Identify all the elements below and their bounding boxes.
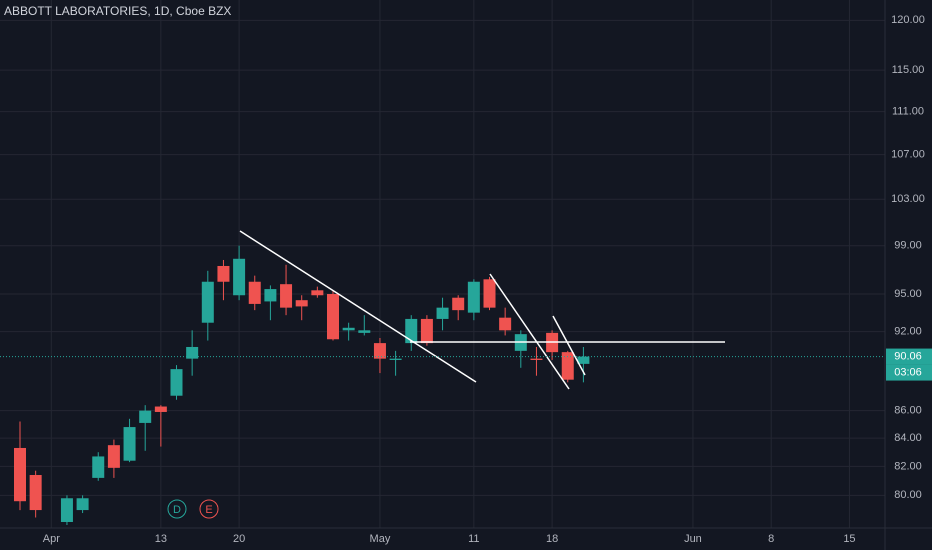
candle-body [248, 281, 261, 304]
event-marker[interactable] [199, 499, 219, 519]
candle-body [327, 294, 339, 340]
trend-line [489, 273, 570, 390]
y-tick-label: 82.00 [894, 460, 922, 472]
x-tick-label: Apr [43, 533, 60, 545]
trend-line [552, 315, 586, 376]
y-tick-label: 111.00 [892, 106, 924, 118]
candle-body [452, 297, 465, 311]
x-tick-label: 8 [768, 533, 774, 545]
candle-body [311, 290, 324, 296]
countdown-label: 03:06 [894, 366, 922, 378]
candle-body [92, 456, 105, 478]
candle-body [170, 369, 183, 396]
candle-body [295, 300, 308, 307]
candle-body [186, 346, 199, 359]
candle-body [14, 447, 26, 502]
candle-body [233, 258, 246, 296]
x-tick-label: 15 [843, 533, 855, 545]
candle-body [280, 284, 293, 308]
candle-body [217, 265, 230, 282]
candle-body [577, 356, 590, 364]
candle-body [499, 317, 512, 331]
y-tick-label: 86.00 [894, 405, 922, 417]
candle-body [139, 410, 152, 423]
candle-body [123, 427, 136, 461]
y-tick-label: 103.00 [891, 193, 925, 205]
candle-body [405, 318, 418, 344]
x-tick-label: Jun [684, 533, 702, 545]
y-tick-label: 95.00 [894, 288, 922, 300]
y-tick-label: 99.00 [894, 240, 922, 252]
y-tick-label: 120.00 [891, 14, 925, 26]
candle-body [530, 358, 543, 360]
last-price-label: 90.06 [894, 350, 922, 362]
y-tick-label: 92.00 [894, 326, 922, 338]
candle-body [373, 343, 386, 359]
event-marker[interactable] [167, 499, 187, 519]
x-tick-label: 18 [546, 533, 558, 545]
event-label: E [205, 504, 212, 516]
candle-body [561, 352, 574, 380]
candle-body [29, 475, 42, 511]
candles [14, 245, 590, 525]
chart-title: ABBOTT LABORATORIES, 1D, Cboe BZX [4, 4, 231, 18]
x-tick-label: 20 [233, 533, 245, 545]
candle-body [436, 307, 449, 319]
trend-line [239, 230, 477, 383]
y-tick-label: 80.00 [894, 489, 922, 501]
candle-body [201, 281, 214, 323]
x-tick-label: May [370, 533, 391, 545]
last-price-box [886, 348, 932, 365]
candle-body [342, 327, 355, 331]
candle-body [483, 279, 496, 308]
candle-body [76, 498, 89, 511]
y-tick-label: 115.00 [892, 64, 925, 76]
y-tick-label: 84.00 [894, 432, 922, 444]
countdown-box [886, 364, 932, 381]
candle-body [420, 318, 433, 344]
candle-body [467, 281, 480, 313]
candle-body [264, 289, 277, 302]
drawings [239, 230, 725, 390]
x-tick-label: 11 [468, 533, 479, 545]
candle-body [358, 330, 371, 333]
candle-body [389, 358, 402, 360]
candle-body [154, 406, 167, 412]
x-tick-label: 13 [155, 533, 167, 545]
event-label: D [173, 504, 181, 516]
candle-body [60, 498, 73, 522]
y-tick-label: 107.00 [891, 149, 925, 161]
candle-body [107, 445, 120, 468]
